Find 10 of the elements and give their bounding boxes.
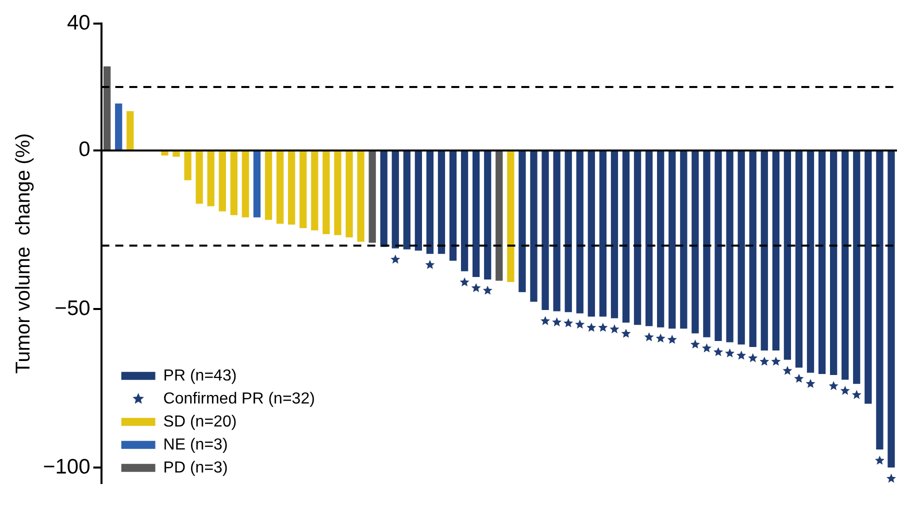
y-tick-label: 0: [78, 138, 90, 162]
y-tick-label: −100: [42, 455, 90, 478]
legend-label: Confirmed PR (n=32): [163, 390, 315, 408]
legend-label: PD (n=3): [163, 459, 228, 476]
legend-label: SD (n=20): [163, 413, 237, 430]
y-axis-title: Tumor volume change (%): [12, 133, 35, 374]
legend-label: NE (n=3): [163, 436, 228, 454]
y-tick-label: 40: [66, 11, 90, 34]
y-tick-label: −50: [54, 296, 90, 320]
legend-label: PR (n=43): [163, 367, 237, 384]
